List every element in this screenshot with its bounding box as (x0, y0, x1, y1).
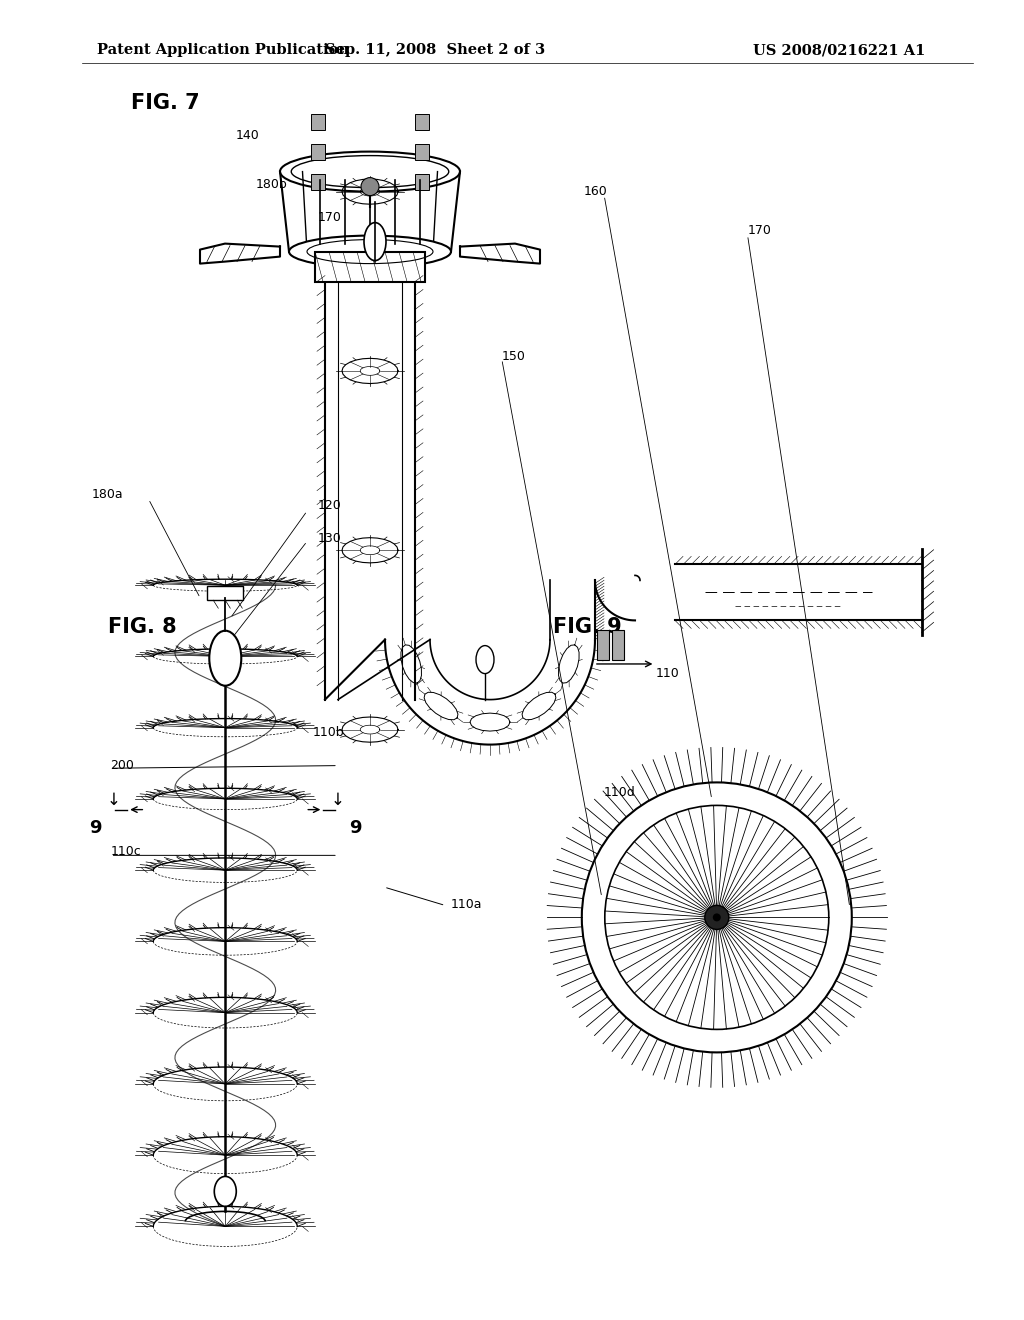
Text: Patent Application Publication: Patent Application Publication (97, 44, 349, 57)
Text: 140: 140 (236, 129, 259, 143)
Bar (612, 630, 624, 660)
Bar (311, 114, 325, 129)
Text: FIG. 9: FIG. 9 (553, 616, 622, 638)
Bar (315, 252, 425, 281)
Bar (415, 114, 429, 129)
Circle shape (705, 906, 729, 929)
Bar (415, 174, 429, 190)
Text: 110: 110 (655, 667, 679, 680)
Text: 9: 9 (89, 818, 101, 837)
Text: FIG. 8: FIG. 8 (108, 616, 176, 638)
Bar (311, 144, 325, 160)
Text: FIG. 7: FIG. 7 (131, 92, 200, 114)
Text: 150: 150 (502, 350, 525, 363)
Ellipse shape (209, 631, 242, 685)
Polygon shape (200, 244, 280, 264)
Circle shape (361, 178, 379, 195)
Text: 170: 170 (317, 211, 341, 224)
Text: 110a: 110a (451, 898, 482, 911)
Text: 180b: 180b (256, 178, 288, 191)
Text: Sep. 11, 2008  Sheet 2 of 3: Sep. 11, 2008 Sheet 2 of 3 (326, 44, 545, 57)
Ellipse shape (476, 645, 494, 673)
Polygon shape (460, 244, 540, 264)
Text: 180a: 180a (92, 488, 124, 502)
Bar (415, 144, 429, 160)
Ellipse shape (289, 235, 451, 268)
Text: 170: 170 (748, 224, 771, 238)
Text: 110d: 110d (604, 785, 636, 799)
Text: 120: 120 (317, 499, 341, 512)
Text: ↓: ↓ (106, 791, 120, 809)
Text: 160: 160 (584, 185, 607, 198)
Circle shape (713, 913, 721, 921)
Bar (311, 174, 325, 190)
Text: ↓: ↓ (331, 791, 344, 809)
Text: 110c: 110c (111, 845, 141, 858)
Text: 200: 200 (111, 759, 134, 772)
Text: 130: 130 (317, 532, 341, 545)
Ellipse shape (214, 1176, 237, 1206)
Text: 110b: 110b (312, 726, 344, 739)
Text: 9: 9 (349, 818, 361, 837)
Ellipse shape (364, 223, 386, 260)
Bar (597, 630, 609, 660)
Bar (207, 586, 244, 601)
Text: US 2008/0216221 A1: US 2008/0216221 A1 (753, 44, 925, 57)
